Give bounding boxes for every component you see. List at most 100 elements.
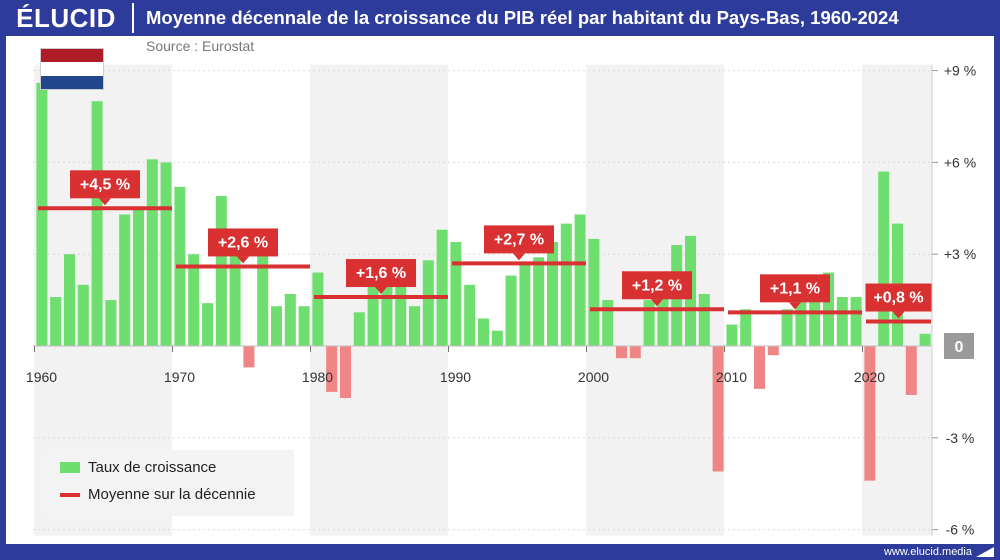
decade-callout-box-1960 <box>70 170 140 199</box>
bar-2001 <box>602 300 614 346</box>
bar-1972 <box>202 303 213 346</box>
x-tick-label-1990: 1990 <box>440 369 471 385</box>
x-tick-label-1980: 1980 <box>302 369 333 385</box>
decade-callout-box-2000 <box>622 271 692 300</box>
bar-1960 <box>36 82 48 346</box>
bar-1980 <box>312 272 324 346</box>
decade-callout-pointer-2020 <box>892 311 905 319</box>
footer-logo-mark-icon <box>976 547 994 557</box>
x-tick-label-1970: 1970 <box>164 369 195 385</box>
bar-2002 <box>616 346 627 359</box>
bar-1984 <box>367 269 379 346</box>
x-tick-label-2020: 2020 <box>854 369 885 385</box>
bar-2013 <box>767 346 779 356</box>
y-tick-label--3: -3 % <box>946 430 975 446</box>
bar-1963 <box>77 284 89 346</box>
bar-2011 <box>740 309 752 346</box>
bar-1968 <box>146 159 158 346</box>
legend-item-growth: Taux de croissance <box>60 459 216 476</box>
bar-1987 <box>409 306 420 346</box>
decade-callout-pointer-1980 <box>375 287 387 295</box>
bar-2020 <box>864 346 876 481</box>
bar-1983 <box>353 312 365 346</box>
bar-1995 <box>519 263 531 346</box>
bar-1989 <box>436 229 448 346</box>
bar-1981 <box>326 346 338 392</box>
bar-1978 <box>284 293 296 346</box>
bar-1967 <box>133 208 144 346</box>
decade-callout-pointer-1960 <box>99 198 111 206</box>
bar-1996 <box>533 257 545 346</box>
bar-1964 <box>91 101 103 346</box>
decade-callout-pointer-2000 <box>651 299 663 307</box>
bar-2015 <box>795 300 807 346</box>
decade-callout-label-1990: +2,7 % <box>494 231 544 248</box>
decade-callout-box-1970 <box>208 228 278 257</box>
flag-stripe-white <box>41 62 103 76</box>
y-tick-label--6: -6 % <box>946 522 975 538</box>
elucid-logo[interactable]: ÉLUCID <box>0 3 134 33</box>
y-tick-label-6: +6 % <box>944 154 976 170</box>
bar-2000 <box>588 238 600 346</box>
decade-callout-box-2010 <box>760 274 830 303</box>
bar-1979 <box>298 306 310 346</box>
legend-swatch-bar <box>60 462 80 473</box>
bar-1966 <box>119 214 131 346</box>
bar-1973 <box>215 196 227 346</box>
bar-2004 <box>643 300 655 346</box>
bar-1969 <box>160 162 172 346</box>
decade-callout-label-1980: +1,6 % <box>356 265 406 282</box>
bar-1993 <box>491 330 503 346</box>
chart-legend: Taux de croissance Moyenne sur la décenn… <box>44 450 294 516</box>
flag-stripe-red <box>41 49 103 63</box>
bar-1994 <box>505 275 517 346</box>
decade-callout-label-2010: +1,1 % <box>770 280 820 297</box>
bar-2008 <box>698 293 710 346</box>
x-tick-label-2000: 2000 <box>578 369 609 385</box>
bar-1997 <box>547 241 558 346</box>
bar-1971 <box>188 254 200 346</box>
netherlands-flag-icon <box>40 48 104 90</box>
header-bar: ÉLUCID Moyenne décennale de la croissanc… <box>0 0 1000 36</box>
bar-1986 <box>395 281 407 346</box>
decade-callout-pointer-1990 <box>513 253 525 261</box>
decade-callout-box-2020 <box>865 283 932 312</box>
bar-1974 <box>229 235 241 346</box>
y-tick-label-9: +9 % <box>944 63 976 79</box>
bar-1962 <box>64 254 75 346</box>
bar-1977 <box>271 306 282 346</box>
bar-1992 <box>478 318 489 346</box>
bar-2017 <box>823 272 834 346</box>
decade-callout-pointer-2010 <box>789 302 801 310</box>
zero-label: 0 <box>955 339 964 356</box>
bar-2016 <box>809 297 821 346</box>
bar-2005 <box>657 290 669 346</box>
zero-badge <box>944 333 974 359</box>
bar-1961 <box>50 297 62 346</box>
flag-stripe-blue <box>41 75 103 89</box>
bar-1982 <box>340 346 351 399</box>
footer-url[interactable]: www.elucid.media <box>883 546 972 558</box>
bar-1991 <box>464 284 476 346</box>
decade-callout-label-2000: +1,2 % <box>632 277 682 294</box>
decade-callout-box-1990 <box>484 225 554 254</box>
bar-2021 <box>878 171 890 346</box>
bar-2012 <box>754 346 765 389</box>
bar-1998 <box>560 223 572 346</box>
bar-2014 <box>781 309 793 346</box>
bar-1976 <box>257 254 269 346</box>
chart-title: Moyenne décennale de la croissance du PI… <box>146 7 899 28</box>
bar-2023 <box>905 346 917 395</box>
bar-1988 <box>422 260 434 346</box>
bar-1985 <box>381 269 393 346</box>
legend-swatch-line <box>60 492 80 497</box>
decade-callout-box-1980 <box>346 259 416 288</box>
bar-1965 <box>105 300 117 346</box>
x-tick-label-1960: 1960 <box>26 369 57 385</box>
bar-2019 <box>850 297 862 346</box>
x-tick-label-2010: 2010 <box>716 369 747 385</box>
y-tick-label-3: +3 % <box>944 246 976 262</box>
bar-2018 <box>836 297 848 346</box>
legend-item-average: Moyenne sur la décennie <box>60 486 256 503</box>
bar-2009 <box>712 346 724 472</box>
